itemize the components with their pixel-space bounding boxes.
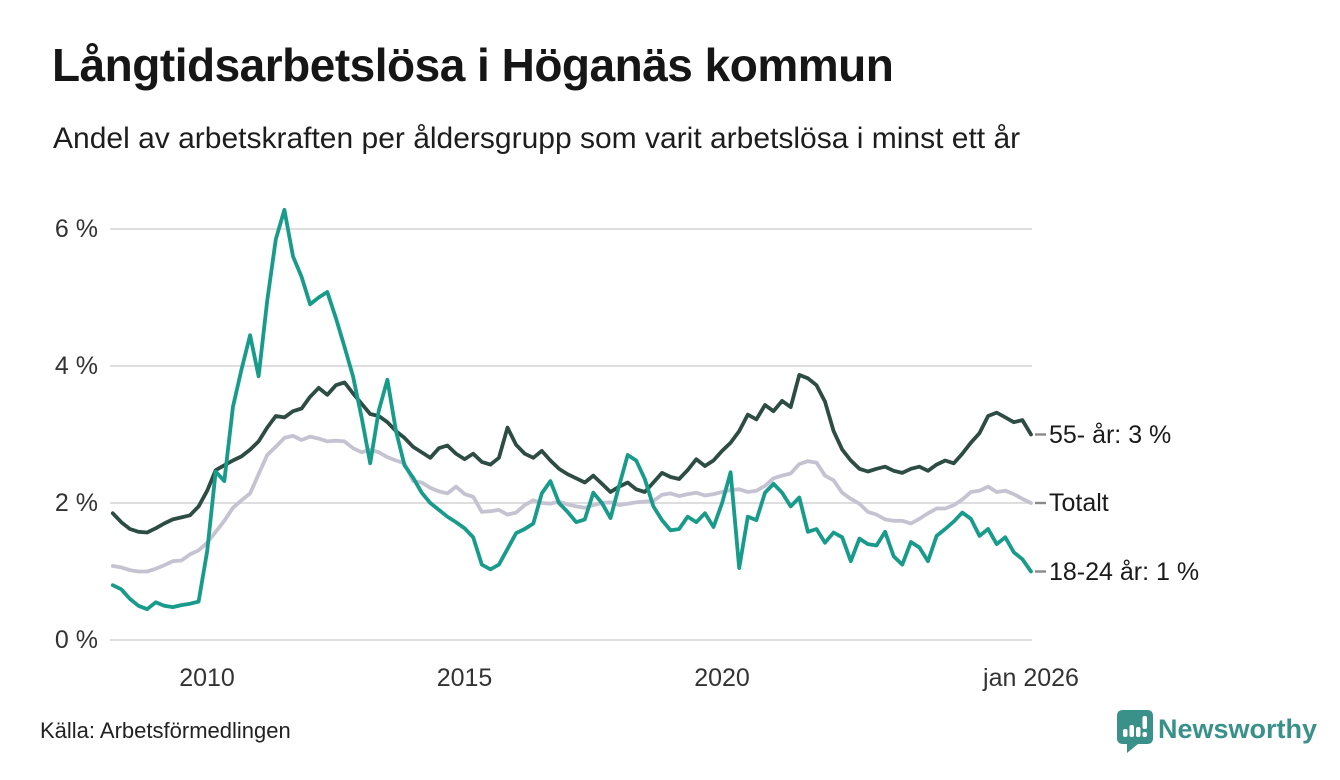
series-line-55-r bbox=[110, 372, 1033, 535]
series-end-label: 18-24 år: 1 % bbox=[1049, 557, 1200, 586]
x-axis-tick-label: 2010 bbox=[179, 664, 235, 692]
page-subtitle: Andel av arbetskraften per åldersgrupp s… bbox=[53, 122, 1021, 155]
source-note: Källa: Arbetsförmedlingen bbox=[40, 718, 291, 743]
series-end-label: 55- år: 3 % bbox=[1049, 420, 1172, 449]
x-axis-tick-label: jan 2026 bbox=[983, 664, 1079, 692]
y-axis-tick-label: 6 % bbox=[54, 215, 98, 243]
page-title: Långtidsarbetslösa i Höganäs kommun bbox=[52, 39, 894, 91]
series-line-18-24-r bbox=[110, 207, 1033, 612]
y-axis-tick-label: 4 % bbox=[54, 352, 98, 380]
series-line-totalt bbox=[110, 433, 1033, 574]
newsworthy-brand-text: Newsworthy bbox=[1158, 714, 1318, 744]
series-end-label: Totalt bbox=[1049, 489, 1109, 517]
y-axis-tick-label: 2 % bbox=[54, 489, 98, 517]
y-axis-tick-label: 0 % bbox=[54, 626, 98, 654]
x-axis-tick-label: 2020 bbox=[694, 664, 750, 692]
newsworthy-logo-icon bbox=[1117, 710, 1153, 758]
x-axis-tick-label: 2015 bbox=[436, 664, 493, 692]
